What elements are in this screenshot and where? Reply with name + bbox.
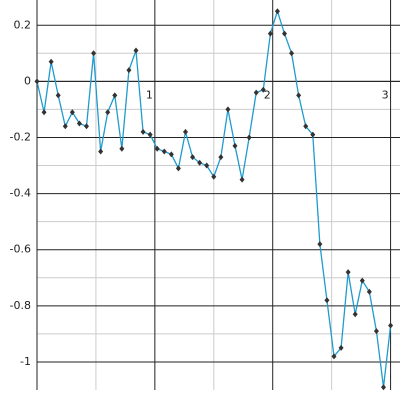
- marker: [34, 78, 40, 85]
- marker: [211, 173, 217, 180]
- x-tick-label: 3: [382, 88, 389, 101]
- y-tick-label: -0.6: [10, 243, 31, 256]
- y-tick-label: -0.2: [10, 130, 31, 143]
- marker: [317, 241, 323, 248]
- marker: [55, 92, 61, 99]
- marker: [133, 47, 139, 54]
- marker: [296, 92, 302, 99]
- marker: [62, 123, 68, 130]
- marker: [359, 277, 365, 284]
- marker: [154, 145, 160, 152]
- marker: [76, 120, 82, 127]
- marker: [225, 106, 231, 113]
- marker: [126, 67, 132, 74]
- marker: [175, 165, 181, 172]
- marker: [253, 89, 259, 96]
- y-tick-label: 0: [24, 74, 31, 87]
- marker: [345, 269, 351, 276]
- marker: [331, 353, 337, 360]
- marker: [246, 134, 252, 141]
- y-tick-label: -1: [20, 355, 31, 368]
- marker: [161, 148, 167, 155]
- marker: [48, 58, 54, 65]
- marker: [183, 128, 188, 135]
- marker: [388, 322, 394, 329]
- marker: [282, 30, 287, 37]
- marker: [352, 311, 358, 318]
- x-tick-label: 1: [146, 88, 153, 101]
- x-tick-label: 2: [264, 88, 271, 101]
- y-tick-label: -0.8: [10, 299, 31, 312]
- marker: [303, 123, 309, 130]
- marker: [91, 50, 97, 57]
- marker: [366, 288, 372, 295]
- marker: [289, 50, 295, 57]
- marker: [168, 151, 174, 158]
- marker: [324, 297, 330, 304]
- marker: [310, 131, 316, 138]
- y-tick-label: -0.4: [10, 187, 31, 200]
- marker: [69, 109, 75, 116]
- marker: [267, 30, 273, 37]
- marker: [41, 109, 47, 116]
- marker: [84, 123, 89, 130]
- marker: [338, 344, 344, 351]
- marker: [274, 8, 280, 15]
- y-tick-label: 0.2: [14, 18, 32, 31]
- marker: [239, 176, 245, 183]
- marker: [140, 128, 146, 135]
- marker: [197, 159, 203, 166]
- marker: [119, 145, 125, 152]
- marker: [105, 109, 111, 116]
- marker: [190, 154, 196, 161]
- marker: [373, 328, 379, 335]
- marker: [98, 148, 104, 155]
- marker: [112, 92, 118, 99]
- marker: [218, 154, 224, 161]
- marker: [232, 142, 238, 149]
- marker: [147, 131, 153, 138]
- marker: [260, 86, 266, 93]
- marker: [204, 162, 210, 169]
- marker: [381, 384, 386, 391]
